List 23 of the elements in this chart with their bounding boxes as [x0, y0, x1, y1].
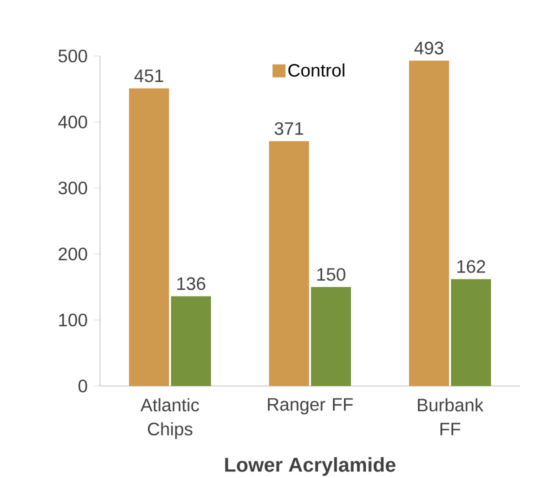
bar: [129, 88, 169, 386]
x-axis-title: Lower Acrylamide: [225, 457, 396, 476]
legend-label: Control: [288, 63, 344, 77]
bar: [171, 296, 211, 386]
data-label: 162: [457, 260, 486, 273]
y-tick-label: 200: [58, 248, 88, 260]
bar: [409, 60, 450, 386]
data-label: 150: [317, 268, 346, 281]
x-tick-label: Ranger FF: [268, 398, 353, 414]
bar: [269, 141, 309, 386]
bar: [451, 279, 492, 386]
data-label: 371: [274, 122, 304, 135]
data-label: 136: [177, 277, 206, 290]
y-tick-label: 500: [58, 50, 88, 62]
y-tick-label: 0: [78, 380, 88, 392]
x-tick-label: Atlantic Chips: [140, 398, 200, 439]
y-tick-label: 400: [58, 116, 88, 128]
bar: [311, 287, 352, 386]
x-tick-label: Burbank FF: [418, 398, 484, 436]
data-label: 493: [414, 42, 444, 54]
data-label: 451: [134, 70, 164, 82]
y-tick-label: 300: [58, 182, 88, 194]
y-tick-label: 100: [59, 314, 88, 326]
